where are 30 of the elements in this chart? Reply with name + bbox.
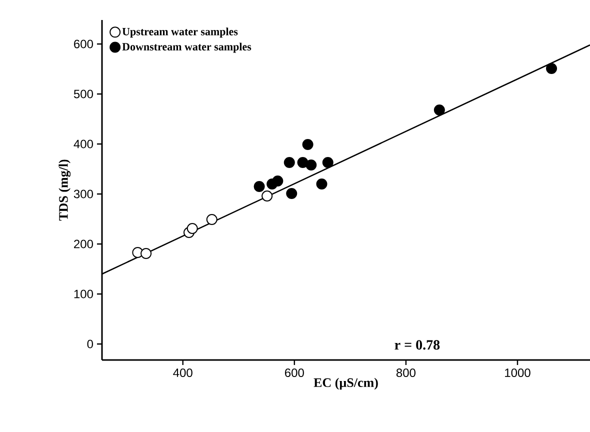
y-tick-label: 0 [87, 340, 94, 348]
x-tick-label: 1000 [505, 368, 530, 378]
point [186, 223, 198, 234]
point [322, 157, 334, 168]
annotation: r = 0.78 [394, 340, 440, 350]
point [302, 139, 314, 150]
point [206, 214, 218, 225]
x-tick-label: 600 [285, 368, 304, 378]
point [434, 104, 445, 116]
y-tick-label: 100 [74, 290, 93, 298]
legend-label: Downstream water samples [122, 42, 252, 53]
y-tick-label: 500 [74, 90, 93, 98]
point [140, 248, 152, 259]
point [284, 157, 295, 168]
legend-label: Upstream water samples [122, 28, 238, 38]
y-tick-label: 600 [74, 40, 93, 48]
x-tick-label: 800 [396, 368, 416, 378]
point [272, 176, 284, 186]
point [546, 63, 558, 74]
y-tick-label: 200 [74, 240, 93, 248]
point [254, 181, 265, 192]
x-tick-label: 400 [173, 368, 192, 378]
point [316, 178, 328, 190]
x-axis-title: EC (µS/cm) [314, 378, 378, 390]
y-axis-title: TDS (mg/l) [58, 160, 71, 221]
point [286, 188, 298, 199]
y-tick-label: 400 [74, 140, 93, 148]
point [262, 190, 273, 202]
y-tick-label: 300 [74, 190, 93, 198]
point [306, 160, 317, 170]
